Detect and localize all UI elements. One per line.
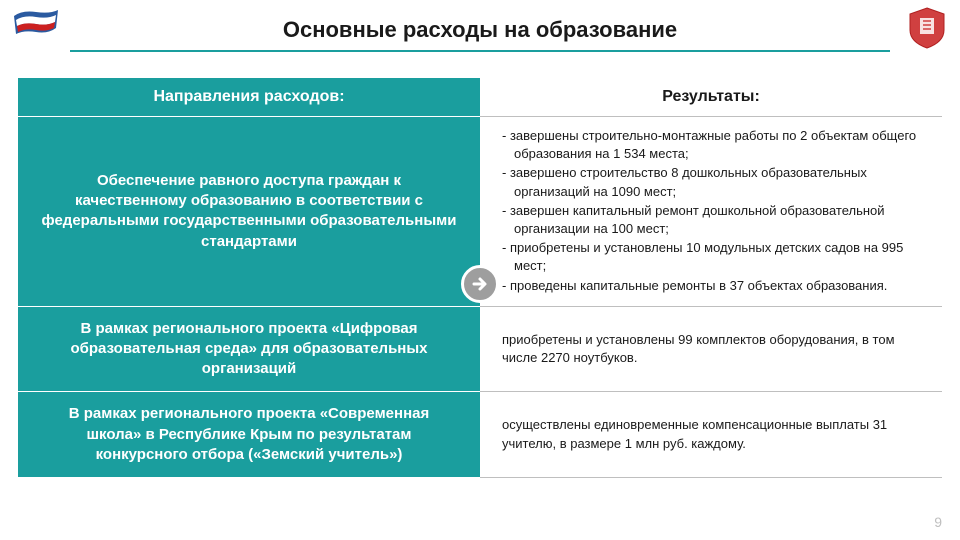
header-results: Результаты: <box>480 78 942 117</box>
result-item: завершены строительно-монтажные работы п… <box>502 127 924 163</box>
direction-cell: В рамках регионального проекта «Цифровая… <box>18 306 480 392</box>
result-item: завершено строительство 8 дошкольных обр… <box>502 164 924 200</box>
direction-cell: В рамках регионального проекта «Современ… <box>18 392 480 477</box>
arrow-right-icon <box>461 265 499 303</box>
direction-cell: Обеспечение равного доступа граждан к ка… <box>18 117 480 307</box>
page-number: 9 <box>934 514 942 530</box>
page-title: Основные расходы на образование <box>283 17 677 43</box>
table-row: В рамках регионального проекта «Цифровая… <box>18 306 942 392</box>
results-cell: завершены строительно-монтажные работы п… <box>480 117 942 307</box>
results-cell: приобретены и установлены 99 комплектов … <box>480 306 942 392</box>
result-item: проведены капитальные ремонты в 37 объек… <box>502 277 924 295</box>
header-underline <box>70 50 890 52</box>
content-area: Направления расходов: Результаты: Обеспе… <box>0 60 960 478</box>
header: Основные расходы на образование <box>0 0 960 60</box>
results-cell: осуществлены единовременные компенсацион… <box>480 392 942 477</box>
crimea-flag-icon <box>12 8 60 46</box>
table-header-row: Направления расходов: Результаты: <box>18 78 942 117</box>
result-item: приобретены и установлены 10 модульных д… <box>502 239 924 275</box>
result-item: завершен капитальный ремонт дошкольной о… <box>502 202 924 238</box>
table-row: В рамках регионального проекта «Современ… <box>18 392 942 477</box>
header-directions: Направления расходов: <box>18 78 480 117</box>
crimea-emblem-icon <box>906 6 948 50</box>
